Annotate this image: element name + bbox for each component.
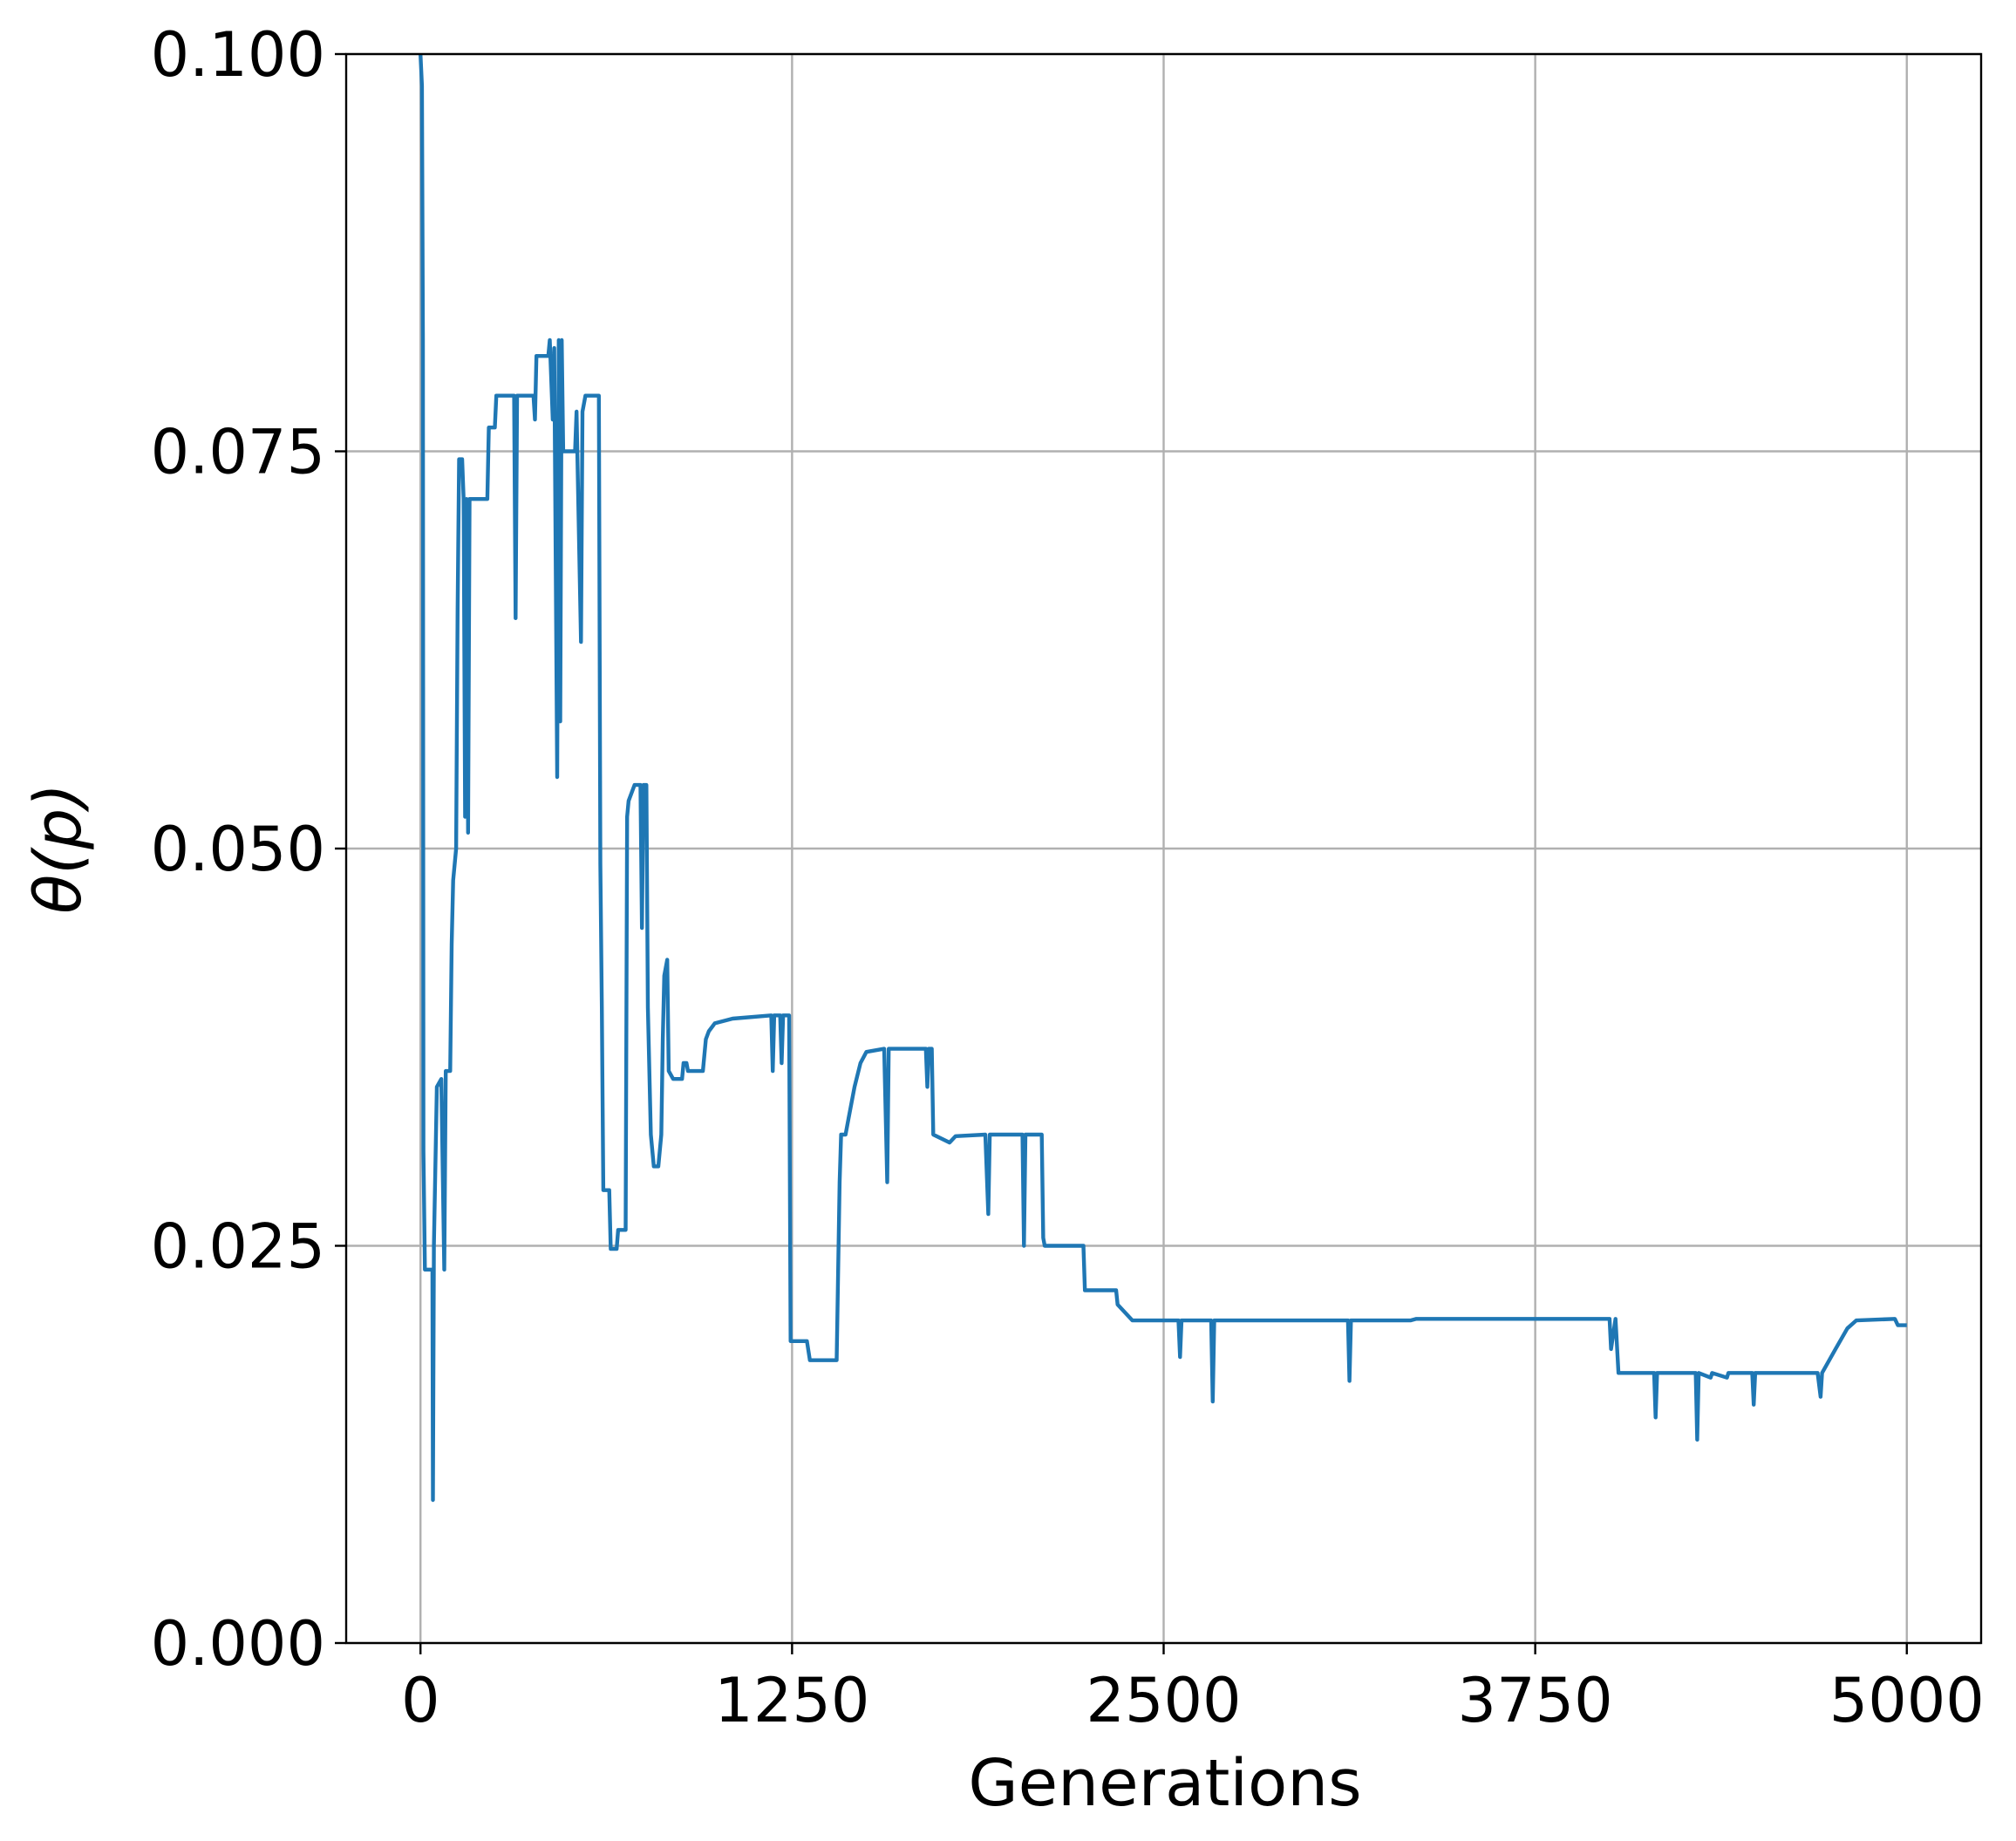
x-tick-label: 5000	[1829, 1665, 1985, 1736]
y-tick-label: 0.050	[151, 814, 325, 885]
y-tick-label: 0.025	[151, 1211, 325, 1283]
x-tick-label: 2500	[1086, 1665, 1241, 1736]
x-axis-label: Generations	[968, 1746, 1361, 1821]
y-tick-label: 0.075	[151, 417, 325, 488]
x-tick-label: 0	[401, 1665, 440, 1736]
y-tick-label: 0.000	[151, 1608, 325, 1680]
x-tick-label: 1250	[714, 1665, 869, 1736]
x-tick-label: 3750	[1458, 1665, 1613, 1736]
y-axis-label: θ(p)	[21, 783, 96, 914]
y-tick-label: 0.100	[151, 19, 325, 91]
plot-frame	[344, 52, 1983, 1645]
data-line	[419, 53, 1907, 1503]
